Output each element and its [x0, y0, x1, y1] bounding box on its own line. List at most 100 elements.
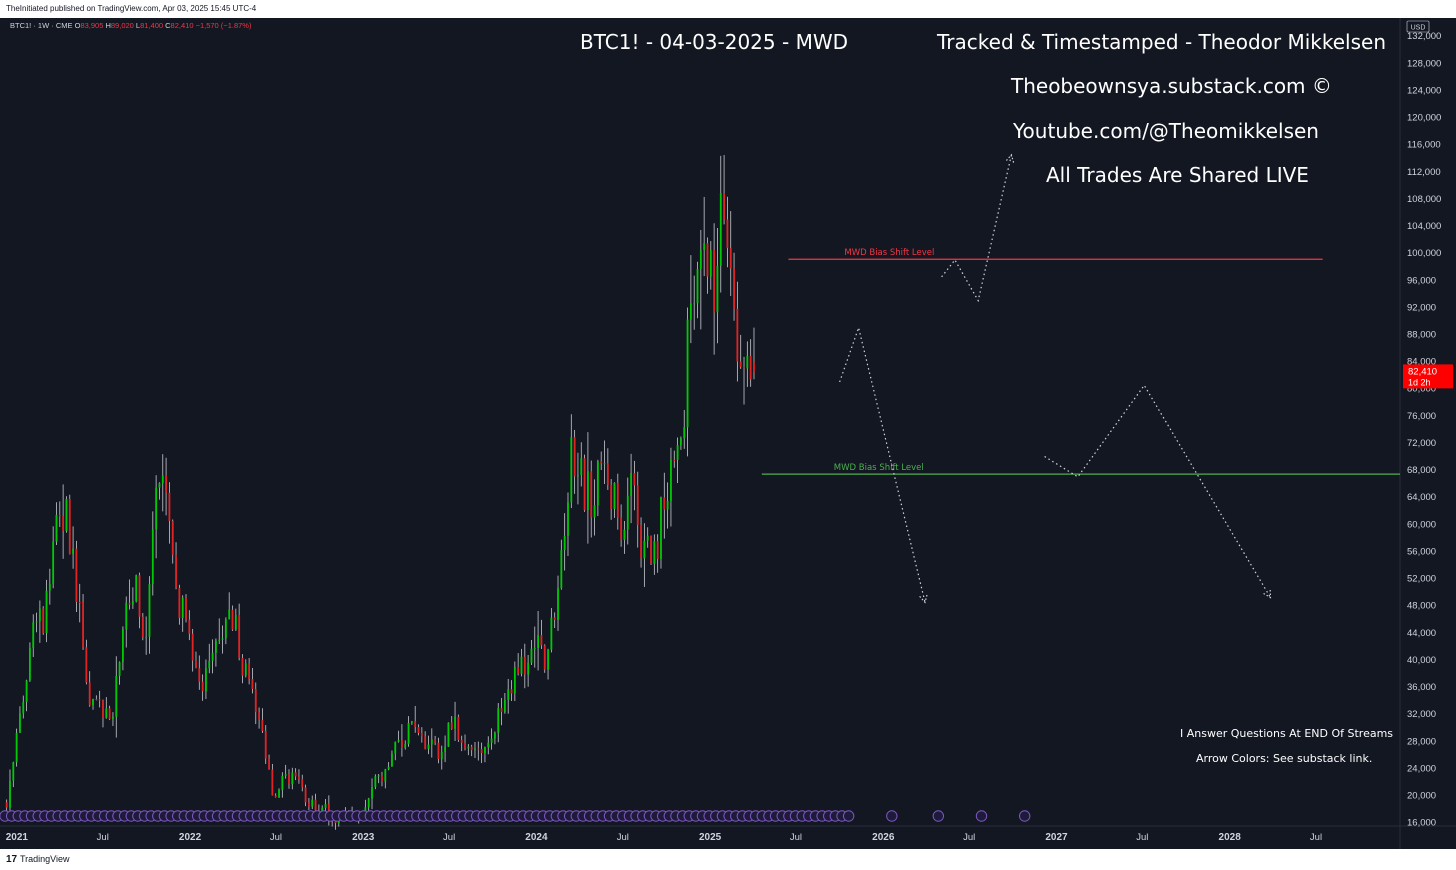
- candle-body: [683, 427, 686, 439]
- last-price-value: 82,410: [1408, 366, 1437, 377]
- candle-body: [746, 355, 749, 369]
- candle: [205, 659, 207, 700]
- candle-body: [321, 807, 324, 814]
- candle-body: [503, 700, 506, 713]
- candle-body: [450, 722, 453, 729]
- candle-body: [510, 689, 513, 694]
- currency-box: [1406, 20, 1430, 33]
- y-tick-label: 120,000: [1407, 113, 1441, 124]
- candle: [158, 482, 161, 500]
- last-price-tag: [1403, 364, 1453, 389]
- y-tick-label: 16,000: [1407, 818, 1436, 829]
- candle-body: [205, 668, 207, 692]
- tradingview-logo: 17: [6, 854, 18, 865]
- candle: [254, 682, 257, 725]
- candle-body: [676, 445, 679, 460]
- candle-body: [264, 730, 267, 759]
- candle: [221, 625, 224, 654]
- candle-body: [304, 787, 307, 803]
- ohlc-legend: BTC1! · 1W · CME O83,905 H89,020 L81,400…: [10, 21, 252, 30]
- candle: [553, 612, 556, 629]
- y-tick-label: 80,000: [1407, 384, 1436, 395]
- candle-body: [613, 482, 616, 509]
- candle-body: [397, 740, 400, 742]
- candle-body: [464, 742, 466, 749]
- candle-body: [424, 736, 427, 749]
- candle: [630, 453, 633, 524]
- candle: [128, 579, 131, 610]
- candle: [686, 307, 689, 457]
- candle: [68, 494, 71, 555]
- candle: [646, 527, 649, 548]
- candle-body: [311, 799, 314, 807]
- candle-body: [281, 775, 284, 790]
- candle-body: [517, 667, 520, 674]
- candle-body: [381, 775, 383, 782]
- candle-body: [636, 485, 639, 525]
- legend-part: L: [136, 21, 140, 30]
- candle: [185, 594, 187, 623]
- candle-body: [540, 635, 543, 646]
- candle: [513, 661, 516, 702]
- candle: [683, 410, 686, 449]
- chart-area[interactable]: USD 16,000 20,000 24,000 28,000 32,000 36,000 4…: [0, 18, 1456, 849]
- candle: [228, 592, 231, 620]
- candle: [497, 703, 500, 743]
- candle: [25, 679, 28, 712]
- y-tick-label: 48,000: [1407, 601, 1436, 612]
- candle-body: [553, 617, 556, 620]
- candle: [550, 608, 553, 653]
- candle-body: [689, 303, 692, 320]
- candle: [234, 608, 237, 631]
- candle: [523, 643, 526, 689]
- candle-body: [298, 776, 300, 779]
- candle: [407, 716, 410, 747]
- candle: [304, 784, 307, 807]
- price-scale: [1400, 18, 1456, 849]
- candle-body: [606, 463, 609, 485]
- candle: [490, 728, 493, 750]
- candle: [679, 436, 682, 450]
- candle-body: [497, 708, 500, 733]
- candle-body: [699, 250, 702, 269]
- candle-body: [254, 688, 257, 713]
- candle-body: [693, 303, 696, 305]
- candle-body: [88, 682, 91, 706]
- candle: [394, 741, 397, 761]
- candle: [440, 745, 443, 770]
- candle: [92, 698, 94, 710]
- upper-bias-label: MWD Bias Shift Level: [844, 248, 934, 258]
- candle-body: [288, 774, 290, 785]
- candle-body: [670, 459, 672, 502]
- candle: [188, 610, 191, 641]
- candle-body: [653, 541, 656, 565]
- candle-body: [42, 608, 45, 633]
- y-tick-label: 32,000: [1407, 709, 1436, 720]
- candle-body: [58, 514, 61, 517]
- candle: [214, 638, 217, 667]
- candle-body: [324, 803, 327, 808]
- candlestick-chart[interactable]: USD 16,000 20,000 24,000 28,000 32,000 36,000 4…: [0, 18, 1456, 849]
- candle-body: [234, 614, 237, 630]
- candle-body: [643, 540, 646, 559]
- y-tick-label: 116,000: [1407, 140, 1441, 151]
- candle-body: [513, 667, 516, 694]
- candle-body: [590, 471, 593, 518]
- candle: [105, 697, 108, 719]
- candle-body: [487, 742, 490, 748]
- candle: [65, 496, 68, 533]
- candle-body: [586, 471, 589, 511]
- candle: [384, 768, 387, 789]
- candle-body: [121, 629, 124, 663]
- x-tick-label: 2025: [699, 832, 722, 843]
- candle-body: [78, 601, 81, 603]
- candle-body: [467, 746, 470, 749]
- footer-bar: 17 TradingView: [0, 849, 1456, 870]
- candle-body: [593, 505, 596, 518]
- candle: [28, 642, 31, 682]
- candle-body: [623, 529, 626, 540]
- candle-body: [72, 548, 75, 555]
- candle: [12, 761, 15, 788]
- candle: [58, 501, 61, 528]
- candle: [699, 229, 702, 330]
